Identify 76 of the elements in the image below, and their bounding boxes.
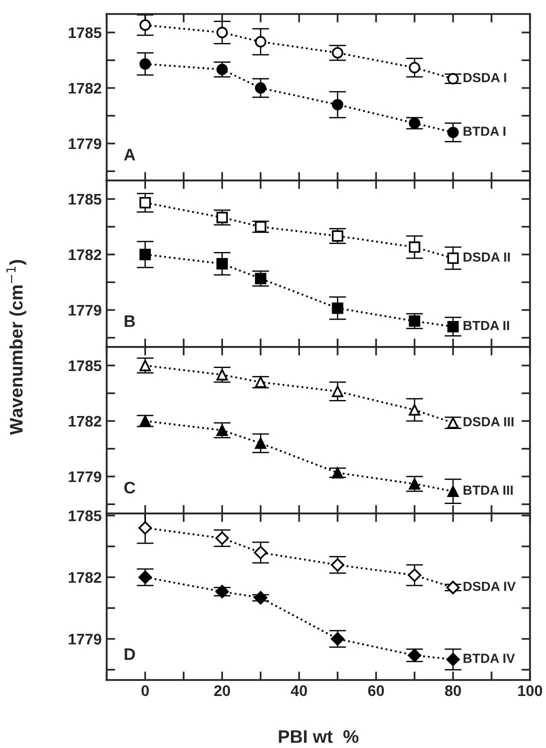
x-tick-label: 0 — [142, 685, 149, 696]
point — [254, 82, 266, 94]
point — [215, 584, 229, 598]
x-tick-label: 100 — [518, 685, 542, 696]
point — [254, 438, 266, 449]
point — [216, 212, 228, 224]
point — [447, 73, 459, 84]
point — [408, 568, 422, 582]
y-axis-title: Wavenumber (cm$^{−1}$) — [6, 260, 26, 435]
point — [139, 248, 151, 260]
point — [408, 117, 420, 129]
point — [408, 62, 420, 74]
point — [447, 252, 459, 264]
y-tick-label: 1785 — [68, 27, 102, 38]
point — [332, 230, 344, 242]
series-label: BTDA IV — [464, 654, 515, 663]
point — [216, 64, 228, 76]
point — [139, 360, 151, 372]
y-tick-label: 1782 — [68, 572, 102, 583]
point — [408, 241, 420, 253]
y-tick-label: 1785 — [68, 510, 102, 522]
series-label: BTDA III — [464, 486, 513, 495]
annotation: A — [124, 148, 136, 160]
point — [139, 58, 151, 70]
y-tick-label: 1782 — [68, 416, 102, 427]
x-tick-label: 60 — [368, 685, 384, 696]
point — [446, 580, 460, 594]
point — [139, 196, 151, 208]
point — [408, 478, 420, 490]
annotation: B — [124, 315, 135, 327]
series-label: BTDA II — [464, 320, 510, 330]
point — [332, 98, 344, 110]
y-tick-label: 1782 — [68, 82, 102, 94]
point — [408, 404, 420, 416]
point — [332, 467, 344, 478]
x-tick-label: 80 — [445, 685, 461, 696]
series-label: DSDA IV — [464, 582, 516, 592]
x-axis-title: PBI wt % — [278, 730, 358, 743]
point — [332, 302, 344, 314]
point — [408, 648, 422, 662]
point — [408, 315, 420, 327]
point — [447, 320, 459, 332]
point — [254, 376, 266, 388]
point — [216, 258, 228, 270]
point — [254, 591, 268, 605]
point — [216, 26, 228, 38]
y-tick-label: 1782 — [68, 249, 102, 260]
point — [139, 415, 151, 427]
point — [332, 47, 344, 59]
series-label: DSDA II — [464, 252, 510, 262]
point — [138, 521, 152, 535]
series-label: DSDA III — [464, 417, 514, 426]
point — [254, 272, 266, 284]
point — [254, 221, 266, 232]
point — [447, 417, 459, 429]
series-label: BTDA I — [464, 126, 506, 136]
point — [447, 486, 459, 497]
annotation: C — [124, 482, 136, 494]
y-tick-label: 1779 — [68, 138, 102, 150]
y-tick-label: 1779 — [68, 304, 102, 316]
point — [216, 369, 228, 380]
point — [216, 424, 228, 436]
point — [446, 652, 460, 666]
point — [139, 19, 151, 31]
point — [254, 546, 268, 560]
y-tick-label: 1785 — [68, 360, 102, 372]
series-label: DSDA I — [464, 72, 506, 82]
x-tick-label: 40 — [290, 685, 307, 696]
x-tick-label: 20 — [214, 685, 230, 696]
y-tick-label: 1779 — [68, 634, 102, 645]
point — [447, 126, 459, 138]
y-tick-label: 1785 — [68, 194, 102, 205]
y-tick-label: 1779 — [68, 471, 102, 482]
point — [332, 386, 344, 398]
annotation: D — [124, 648, 135, 660]
point — [254, 36, 266, 48]
